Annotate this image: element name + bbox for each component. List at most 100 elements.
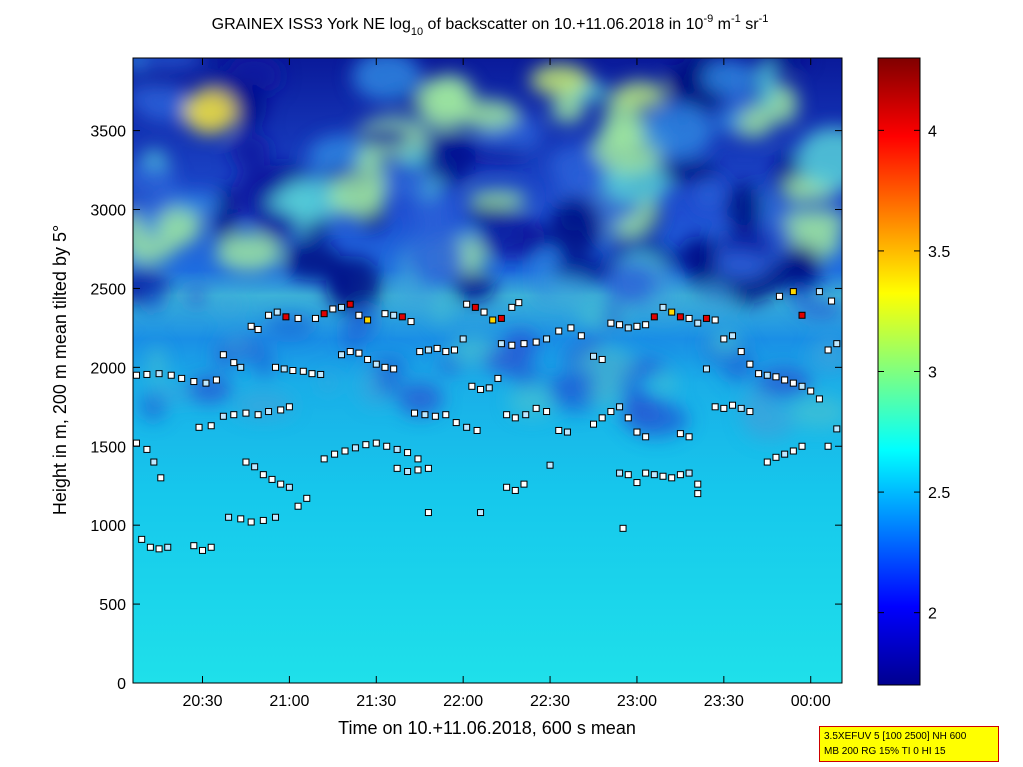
layer-point <box>230 359 238 367</box>
layer-point <box>789 447 797 455</box>
texture-blob <box>148 345 166 385</box>
texture-blob <box>770 83 798 124</box>
layer-point <box>202 379 210 387</box>
x-tick-label: 23:30 <box>704 693 744 710</box>
title-sup2: -1 <box>731 13 741 25</box>
layer-point <box>619 524 627 532</box>
layer-point <box>237 363 245 371</box>
x-tick-label: 23:00 <box>617 693 657 710</box>
x-tick-label: 00:00 <box>791 693 831 710</box>
layer-point <box>555 426 563 434</box>
texture-blob <box>411 194 454 231</box>
layer-point <box>411 409 419 417</box>
texture-blob <box>397 381 444 417</box>
x-axis: 20:30 21:00 21:30 22:00 22:30 23:00 23:30 00:00 <box>182 58 831 710</box>
layer-point <box>642 469 650 477</box>
plot-area <box>133 58 842 683</box>
layer-point <box>404 468 412 476</box>
layer-point <box>694 319 702 327</box>
layer-point <box>424 464 432 472</box>
layer-point <box>242 458 250 466</box>
layer-point <box>477 509 485 517</box>
layer-point <box>414 455 422 463</box>
layer-point <box>511 414 519 422</box>
layer-point <box>167 371 175 379</box>
layer-point <box>520 340 528 348</box>
title-sup1: -9 <box>703 13 713 25</box>
layer-point <box>522 411 530 419</box>
colorbar <box>877 57 921 686</box>
layer-point <box>247 322 255 330</box>
layer-point <box>729 332 737 340</box>
texture-blob <box>403 227 465 288</box>
layer-point <box>746 408 754 416</box>
layer-point <box>329 305 337 313</box>
layer-point <box>503 411 511 419</box>
texture-blob <box>714 250 766 279</box>
layer-point <box>355 349 363 357</box>
colorbar-tick-label: 4 <box>928 123 937 140</box>
texture-blob <box>810 337 842 373</box>
layer-point <box>473 426 481 434</box>
title-mid2: m <box>713 16 731 33</box>
layer-point <box>381 363 389 371</box>
layer-point <box>219 412 227 420</box>
texture-blob <box>133 83 188 112</box>
layer-point <box>225 513 233 521</box>
layer-point <box>624 324 632 332</box>
x-axis-label: Time on 10.+11.06.2018, 600 s mean <box>338 718 636 738</box>
layer-point <box>763 458 771 466</box>
layer-point <box>480 308 488 316</box>
layer-point <box>702 365 710 373</box>
texture-blob <box>550 96 585 124</box>
layer-point <box>230 411 238 419</box>
texture-blob <box>799 301 842 318</box>
texture-blob <box>764 58 808 67</box>
heatmap-blobs <box>133 58 842 441</box>
texture-blob <box>265 315 315 337</box>
texture-blob <box>642 104 714 159</box>
layer-point <box>372 439 380 447</box>
plot-frame <box>132 57 843 684</box>
texture-blob <box>508 384 555 418</box>
layer-point <box>781 450 789 458</box>
layer-point <box>633 322 641 330</box>
layer-point <box>503 483 511 491</box>
title-sup3: -1 <box>759 13 769 25</box>
layer-point <box>616 403 624 411</box>
texture-blob <box>230 133 271 170</box>
y-tick-label: 0 <box>117 676 126 693</box>
y-axis: 0 500 1000 1500 2000 2500 3000 3500 <box>90 124 842 693</box>
layer-point <box>694 480 702 488</box>
texture-blob <box>790 395 842 429</box>
title-mid3: sr <box>741 16 759 33</box>
layer-point <box>833 425 841 433</box>
texture-blob <box>588 374 623 408</box>
layer-point <box>338 303 346 311</box>
layer-point <box>815 395 823 403</box>
x-tick-label: 22:30 <box>530 693 570 710</box>
layer-point <box>390 365 398 373</box>
texture-blob <box>265 194 311 212</box>
title-sub: 10 <box>411 26 423 38</box>
y-tick-label: 1000 <box>90 518 126 535</box>
layer-point <box>265 408 273 416</box>
layer-point <box>607 319 615 327</box>
texture-blob <box>727 90 756 113</box>
layer-point <box>515 299 523 307</box>
layer-point <box>520 480 528 488</box>
layer-point <box>650 313 658 321</box>
layer-point <box>416 348 424 356</box>
layer-point <box>282 313 290 321</box>
layer-point <box>450 346 458 354</box>
layer-point <box>273 308 281 316</box>
layer-point <box>815 288 823 296</box>
layer-point <box>351 444 359 452</box>
layer-point <box>755 370 763 378</box>
y-tick-label: 2500 <box>90 281 126 298</box>
layer-point <box>616 469 624 477</box>
texture-blob <box>694 280 736 311</box>
colorbar-tick-label: 3 <box>928 365 937 382</box>
layer-point <box>299 367 307 375</box>
